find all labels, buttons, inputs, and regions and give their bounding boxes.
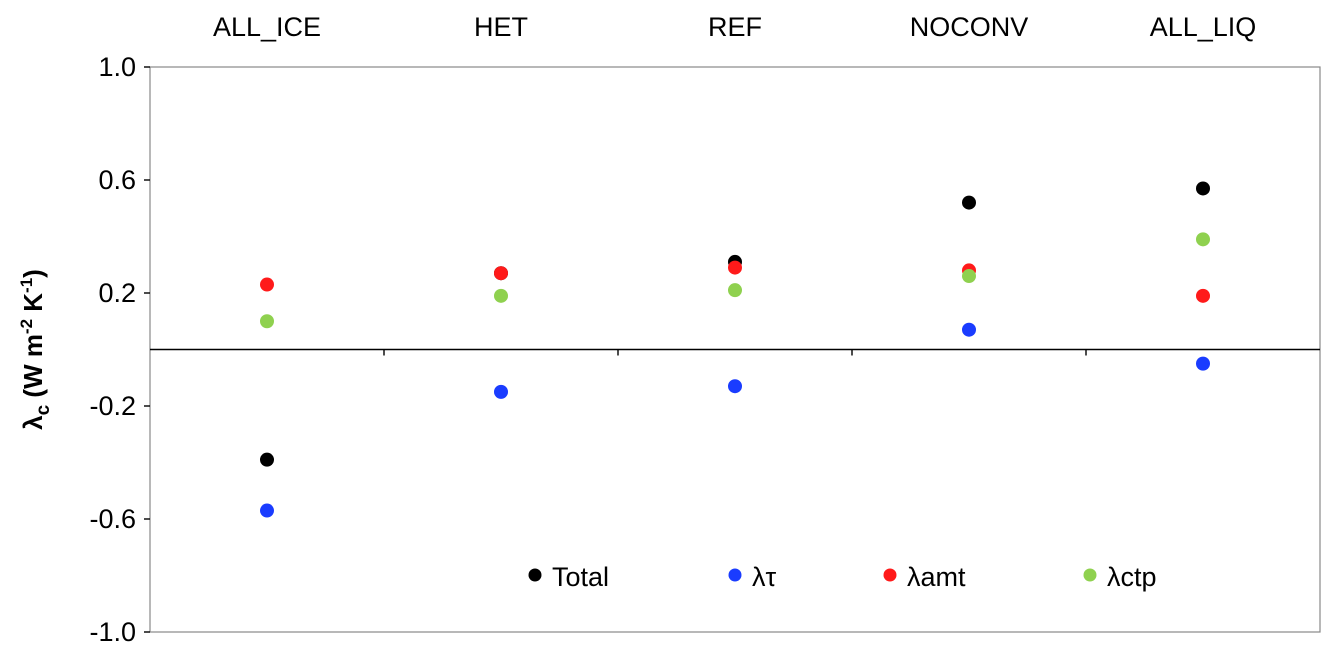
y-tick-label: 0.6: [98, 165, 136, 195]
data-point-het-series2: [494, 266, 508, 281]
data-point-all-liq-series0: [1196, 181, 1210, 196]
y-tick-label: 1.0: [98, 52, 136, 82]
legend-marker: [728, 568, 742, 582]
data-point-het-series1: [494, 384, 508, 399]
category-labels: ALL_ICE HET REF NOCONV ALL_LIQ: [213, 12, 1256, 42]
y-axis-label: λc (W m-2 K-1): [17, 269, 54, 430]
data-point-all-ice-series2: [260, 277, 274, 292]
data-point-noconv-series1: [962, 322, 976, 337]
category-label: ALL_ICE: [213, 12, 321, 42]
data-point-noconv-series3: [962, 269, 976, 284]
legend-label: Total: [552, 562, 609, 592]
category-label: HET: [474, 12, 528, 42]
legend-label: λctp: [1107, 562, 1157, 592]
y-tick-label: -1.0: [89, 617, 136, 647]
data-point-ref-series2: [728, 260, 742, 275]
category-label: ALL_LIQ: [1150, 12, 1257, 42]
data-point-all-liq-series1: [1196, 356, 1210, 371]
y-axis: 1.0 0.6 0.2 -0.2 -0.6 -1.0: [89, 52, 150, 647]
data-points: [260, 181, 1210, 518]
data-point-all-liq-series3: [1196, 232, 1210, 247]
legend-label: λτ: [752, 562, 777, 592]
legend-label: λamt: [907, 562, 966, 592]
legend-marker: [1083, 568, 1097, 582]
legend: Total λτ λamt λctp: [528, 562, 1157, 592]
legend-marker: [528, 568, 542, 582]
data-point-all-liq-series2: [1196, 288, 1210, 303]
data-point-all-ice-series3: [260, 314, 274, 329]
y-tick-label: -0.2: [89, 391, 136, 421]
category-label: NOCONV: [910, 12, 1029, 42]
data-point-noconv-series0: [962, 195, 976, 210]
y-tick-label: -0.6: [89, 504, 136, 534]
data-point-het-series3: [494, 288, 508, 303]
data-point-all-ice-series0: [260, 452, 274, 467]
data-point-ref-series1: [728, 379, 742, 394]
category-label: REF: [708, 12, 762, 42]
legend-marker: [883, 568, 897, 582]
y-axis-title: λc (W m-2 K-1): [17, 269, 54, 430]
data-point-ref-series3: [728, 283, 742, 298]
y-tick-label: 0.2: [98, 278, 136, 308]
data-point-all-ice-series1: [260, 503, 274, 518]
plot-area: [149, 66, 1321, 633]
